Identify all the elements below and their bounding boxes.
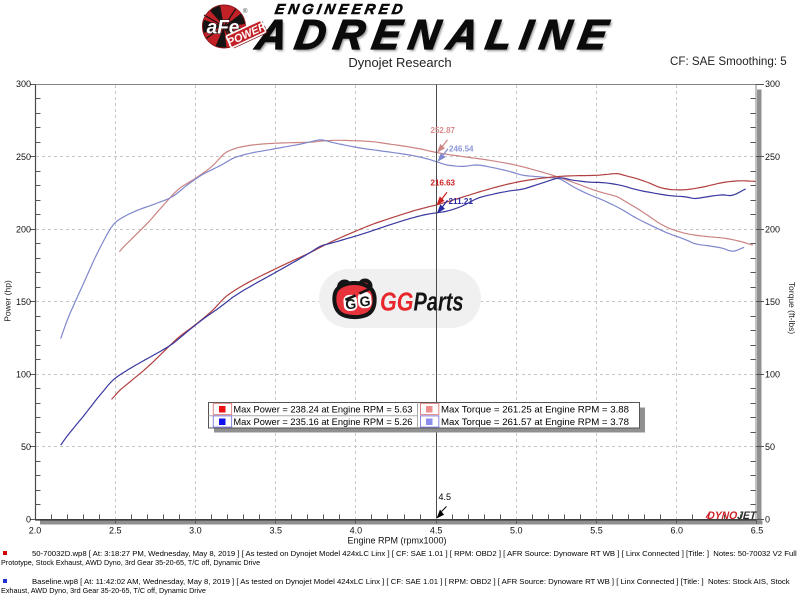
svg-text:6.5: 6.5 xyxy=(751,526,764,536)
svg-text:0: 0 xyxy=(26,515,31,525)
svg-text:2.5: 2.5 xyxy=(109,526,122,536)
svg-text:Torque (ft-lbs): Torque (ft-lbs) xyxy=(787,282,797,335)
svg-text:200: 200 xyxy=(16,224,31,234)
svg-text:Parts: Parts xyxy=(414,289,464,317)
svg-text:2.0: 2.0 xyxy=(29,526,42,536)
svg-text:100: 100 xyxy=(16,370,31,380)
svg-text:5.5: 5.5 xyxy=(590,526,603,536)
svg-text:3.5: 3.5 xyxy=(269,526,282,536)
svg-text:50: 50 xyxy=(765,442,775,452)
svg-text:200: 200 xyxy=(765,224,780,234)
svg-text:GG: GG xyxy=(380,289,414,317)
svg-text:300: 300 xyxy=(16,79,31,89)
svg-text:100: 100 xyxy=(765,370,780,380)
svg-text:Engine RPM (rpmx1000): Engine RPM (rpmx1000) xyxy=(347,536,446,546)
svg-text:DYNOJET: DYNOJET xyxy=(707,510,758,522)
svg-text:4.0: 4.0 xyxy=(350,526,363,536)
svg-text:®: ® xyxy=(243,8,248,15)
svg-text:Power (hp): Power (hp) xyxy=(3,280,13,322)
svg-text:3.0: 3.0 xyxy=(189,526,202,536)
svg-text:246.54: 246.54 xyxy=(449,145,474,154)
svg-text:300: 300 xyxy=(765,79,780,89)
svg-text:5.0: 5.0 xyxy=(510,526,523,536)
svg-text:150: 150 xyxy=(765,297,780,307)
svg-text:Max Torque = 261.25 at Engine: Max Torque = 261.25 at Engine RPM = 3.88 xyxy=(441,405,629,415)
svg-text:4.5: 4.5 xyxy=(430,526,443,536)
svg-text:6.0: 6.0 xyxy=(671,526,684,536)
svg-text:211.21: 211.21 xyxy=(449,197,474,206)
svg-text:216.63: 216.63 xyxy=(431,179,456,188)
svg-text:250: 250 xyxy=(16,152,31,162)
svg-text:Max Power = 238.24 at Engine R: Max Power = 238.24 at Engine RPM = 5.63 xyxy=(233,405,412,415)
svg-text:252.87: 252.87 xyxy=(431,126,456,135)
svg-text:Max Torque = 261.57 at Engine: Max Torque = 261.57 at Engine RPM = 3.78 xyxy=(441,417,629,427)
svg-text:50: 50 xyxy=(21,442,31,452)
svg-text:G: G xyxy=(359,293,371,310)
svg-text:0: 0 xyxy=(765,515,770,525)
svg-text:150: 150 xyxy=(16,297,31,307)
svg-text:250: 250 xyxy=(765,152,780,162)
svg-text:4.5: 4.5 xyxy=(439,492,452,502)
svg-text:Max Power = 235.16 at Engine R: Max Power = 235.16 at Engine RPM = 5.26 xyxy=(233,417,412,427)
